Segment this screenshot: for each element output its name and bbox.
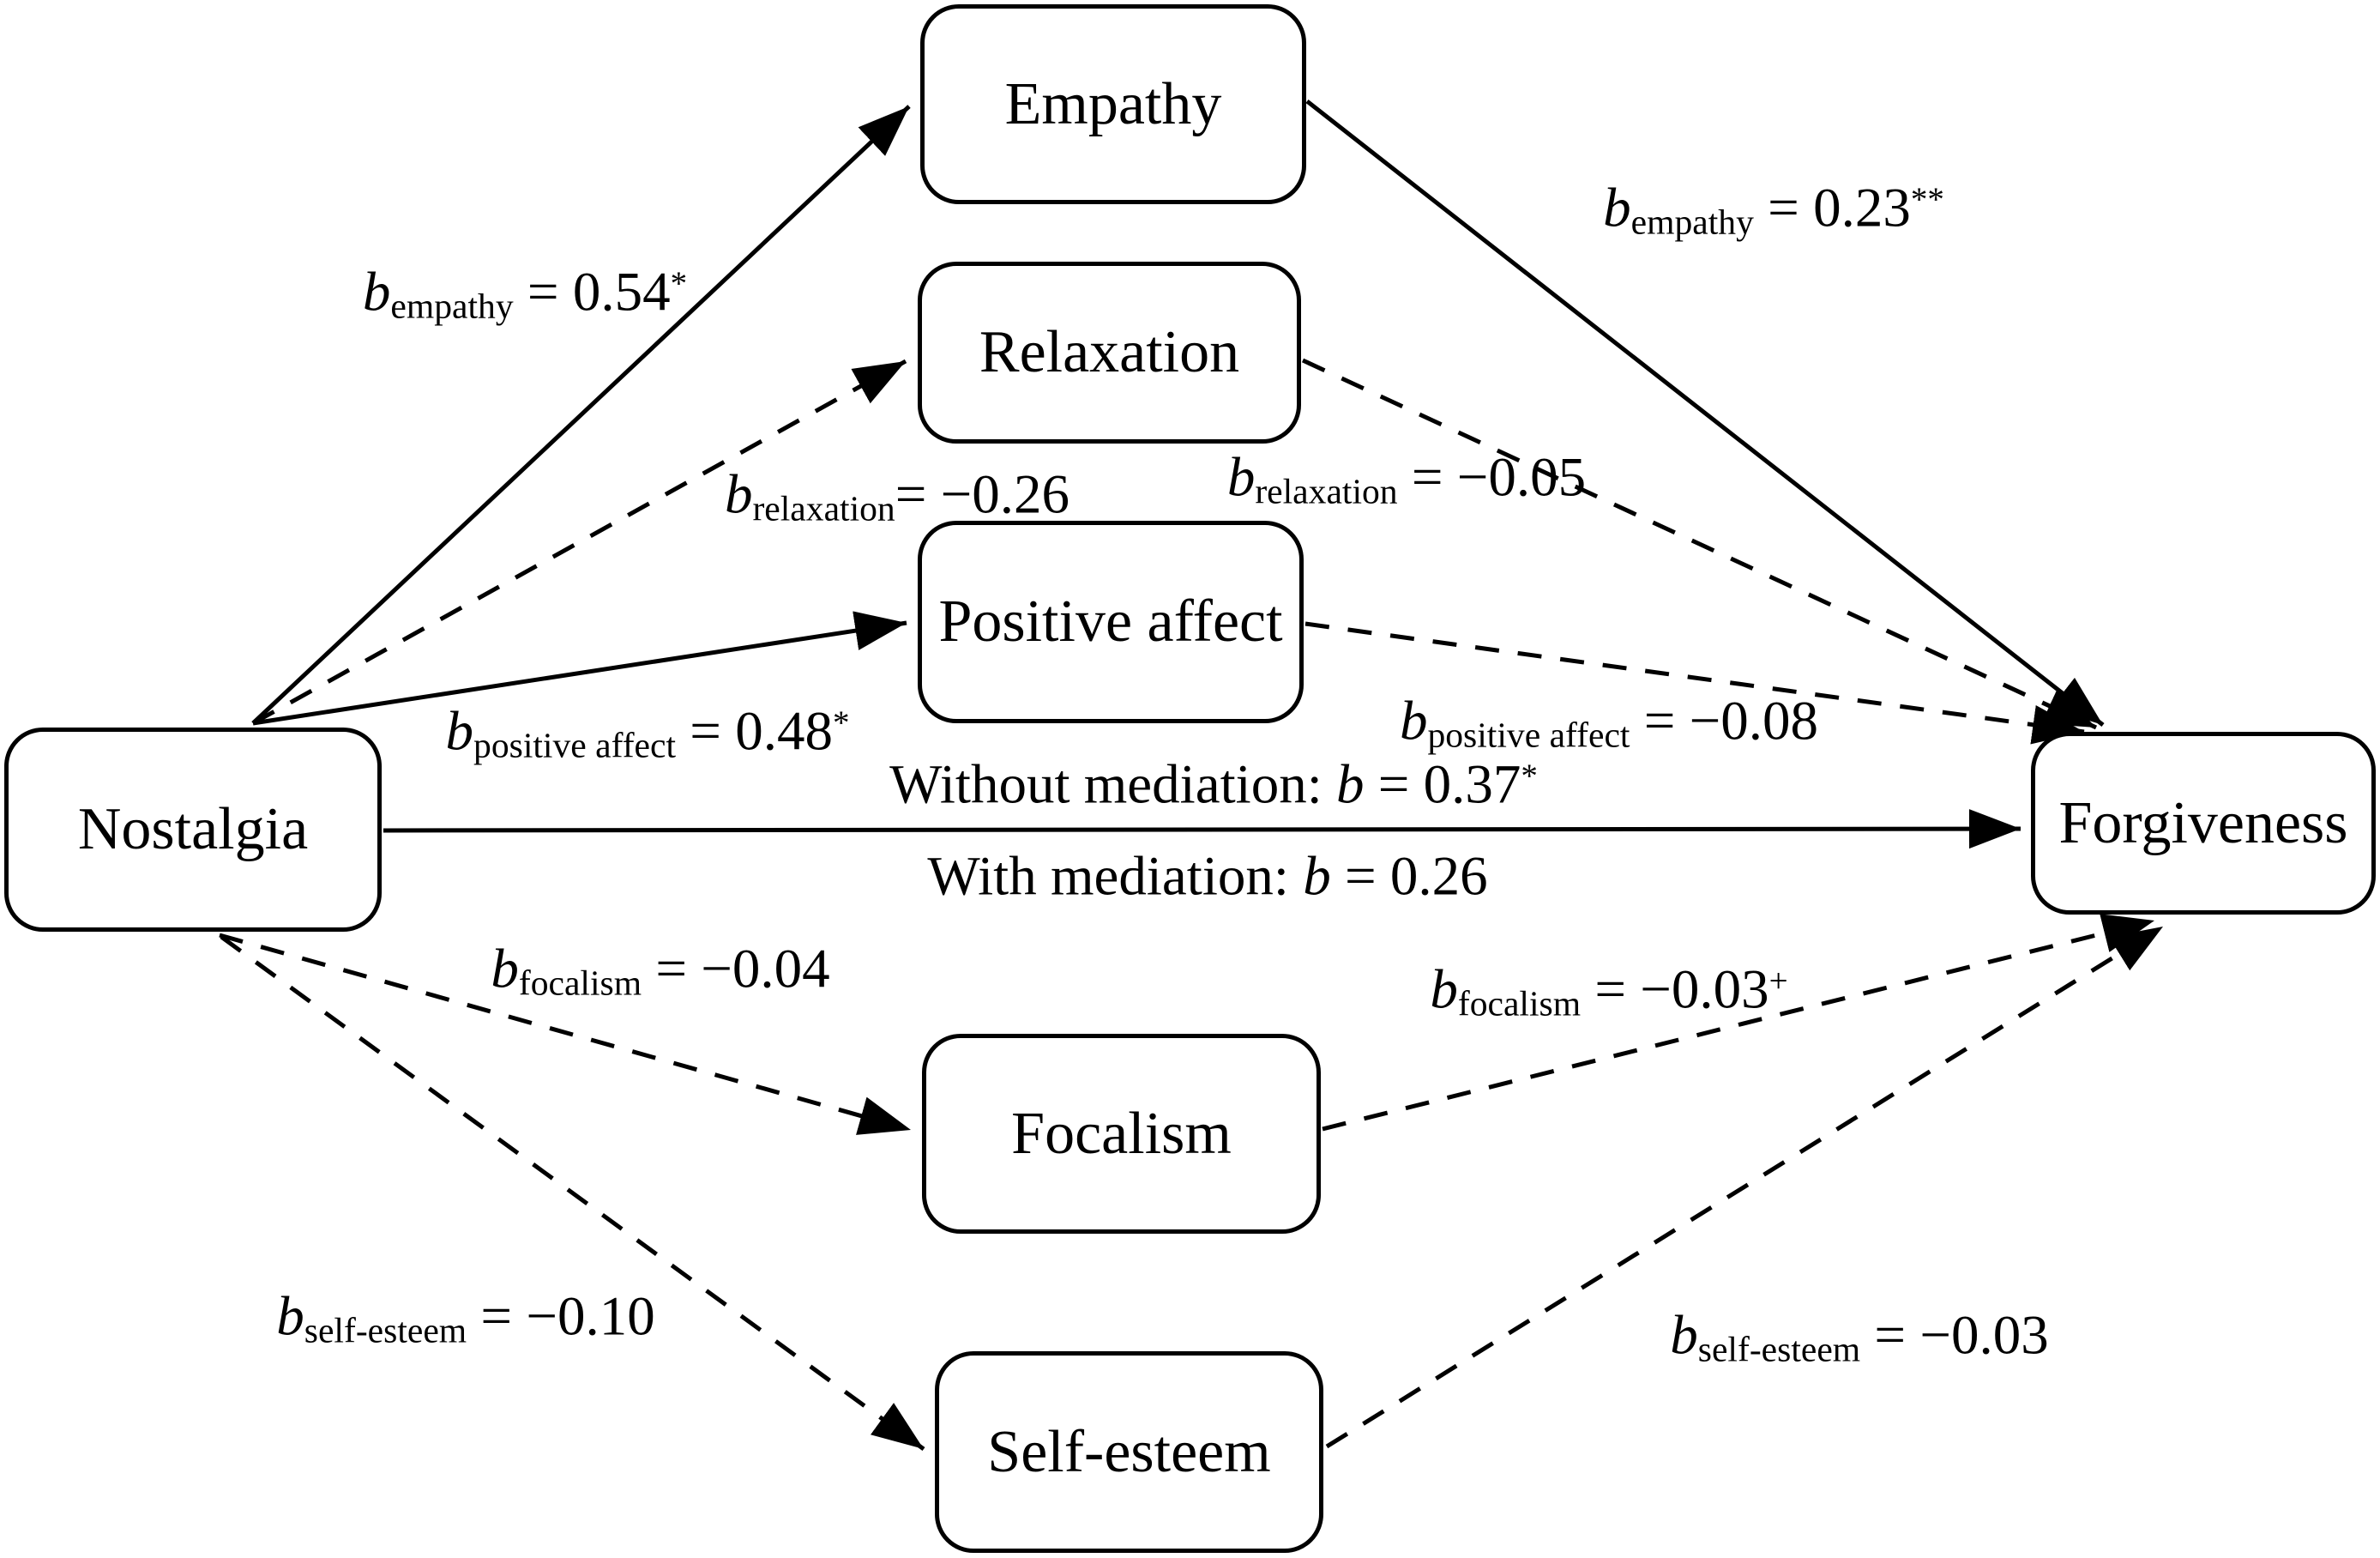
coefficient-symbol: b [1430, 958, 1458, 1021]
node-nostalgia-label: Nostalgia [77, 796, 309, 862]
path-label-empathy-forgiveness: bempathy = 0.23** [1603, 177, 1944, 239]
direct-effect-prefix: With mediation: [927, 845, 1304, 908]
coefficient-symbol: b [1226, 446, 1256, 509]
coefficient-value: = 0.37 [1364, 753, 1521, 816]
coefficient-subscript: focalism [1457, 983, 1582, 1024]
coefficient-subscript: self-esteem [304, 1310, 467, 1350]
coefficient-symbol: b [1399, 690, 1428, 752]
path-label-direct-with-mediation: With mediation: b = 0.26 [927, 845, 1488, 908]
coefficient-subscript: positive affect [473, 725, 677, 765]
coefficient-subscript: relaxation [1255, 471, 1398, 511]
node-empathy-label: Empathy [1004, 70, 1222, 137]
coefficient-value: = −0.03 [1581, 958, 1769, 1021]
coefficient-value: = 0.48 [676, 700, 833, 763]
coefficient-value: = −0.10 [467, 1285, 655, 1348]
coefficient-value: = −0.26 [895, 463, 1070, 526]
coefficient-symbol: b [445, 700, 474, 763]
path-label-direct-without-mediation: Without mediation: b = 0.37* [889, 757, 1538, 813]
coefficient-symbol: b [1303, 845, 1331, 908]
path-label-positive-affect-forgiveness: bpositive affect = −0.08 [1399, 690, 1819, 752]
arrow-nostalgia-positive-affect [252, 611, 907, 726]
coefficient-subscript: self-esteem [1697, 1329, 1861, 1369]
node-nostalgia: Nostalgia [4, 728, 382, 932]
path-label-nostalgia-relaxation: brelaxation= −0.26 [725, 467, 1069, 526]
coefficient-symbol: b [491, 938, 519, 1000]
coefficient-value: = 0.23 [1753, 177, 1911, 239]
node-relaxation: Relaxation [918, 262, 1301, 444]
arrow-relaxation-forgiveness [1301, 358, 2098, 730]
coefficient-value: = −0.08 [1630, 690, 1819, 752]
significance-marker: + [1768, 962, 1788, 999]
coefficient-value: = −0.04 [642, 938, 830, 1000]
coefficient-subscript: relaxation [752, 488, 895, 528]
coefficient-value: = 0.26 [1330, 845, 1488, 908]
node-forgiveness: Forgiveness [2031, 732, 2376, 915]
arrow-empathy-forgiveness [1305, 100, 2105, 727]
path-label-focalism-forgiveness: bfocalism = −0.03+ [1430, 962, 1788, 1021]
coefficient-value: = −0.03 [1860, 1304, 2049, 1367]
node-empathy: Empathy [920, 4, 1306, 204]
node-self-esteem-label: Self-esteem [987, 1418, 1271, 1485]
significance-marker: * [832, 704, 850, 741]
coefficient-symbol: b [1603, 177, 1631, 239]
path-label-nostalgia-focalism: bfocalism = −0.04 [491, 938, 830, 1000]
path-label-nostalgia-positive-affect: bpositive affect = 0.48* [445, 700, 850, 763]
coefficient-symbol: b [276, 1285, 304, 1348]
arrow-nostalgia-empathy [251, 105, 911, 725]
coefficient-symbol: b [1670, 1304, 1698, 1367]
node-positive-affect: Positive affect [918, 521, 1304, 723]
node-relaxation-label: Relaxation [979, 319, 1240, 385]
path-label-nostalgia-self-esteem: bself-esteem = −0.10 [276, 1285, 655, 1348]
node-forgiveness-label: Forgiveness [2058, 789, 2348, 856]
path-label-nostalgia-empathy: bempathy = 0.54* [362, 261, 688, 323]
coefficient-subscript: positive affect [1427, 715, 1630, 755]
significance-marker: * [1521, 757, 1538, 794]
significance-marker: ** [1910, 180, 1944, 218]
coefficient-symbol: b [724, 463, 753, 526]
node-self-esteem: Self-esteem [935, 1351, 1323, 1553]
coefficient-subscript: empathy [390, 286, 514, 326]
path-label-relaxation-forgiveness: brelaxation = −0.05 [1226, 446, 1587, 509]
coefficient-subscript: empathy [1630, 202, 1754, 242]
path-label-self-esteem-forgiveness: bself-esteem = −0.03 [1670, 1304, 2049, 1367]
coefficient-symbol: b [362, 261, 391, 323]
arrow-nostalgia-forgiveness-direct [383, 809, 2021, 849]
node-focalism: Focalism [922, 1034, 1321, 1234]
coefficient-value: = −0.05 [1397, 446, 1587, 509]
arrow-positive-affect-forgiveness [1304, 621, 2085, 745]
node-positive-affect-label: Positive affect [938, 589, 1283, 655]
arrow-nostalgia-self-esteem [220, 934, 925, 1452]
coefficient-symbol: b [1336, 753, 1365, 816]
node-focalism-label: Focalism [1011, 1100, 1232, 1167]
significance-marker: * [670, 264, 688, 302]
coefficient-subscript: focalism [518, 963, 642, 1003]
arrow-self-esteem-forgiveness [1325, 924, 2165, 1449]
direct-effect-prefix: Without mediation: [889, 753, 1336, 816]
coefficient-value: = 0.54 [513, 261, 671, 323]
arrow-nostalgia-focalism [219, 933, 912, 1135]
arrow-focalism-forgiveness [1322, 914, 2155, 1132]
arrow-nostalgia-relaxation [251, 359, 907, 726]
